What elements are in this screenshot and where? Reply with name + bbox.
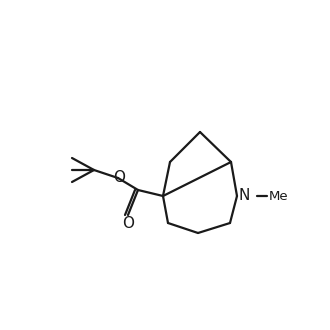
Text: O: O <box>113 170 125 184</box>
Text: N: N <box>238 188 249 204</box>
Text: Me: Me <box>269 189 289 203</box>
Text: O: O <box>122 215 134 230</box>
